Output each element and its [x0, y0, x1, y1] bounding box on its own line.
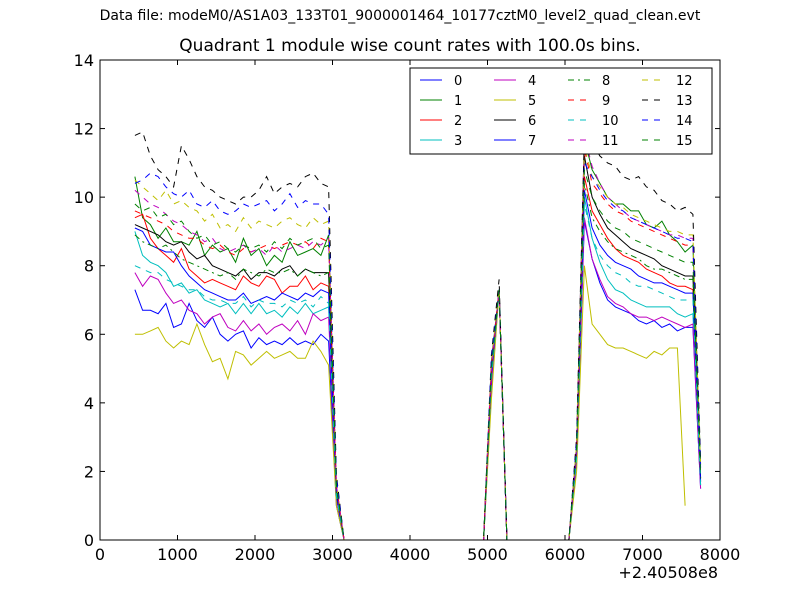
series-line-11: [134, 135, 702, 541]
series-line-9: [134, 148, 702, 541]
y-tick-label: 8: [84, 257, 94, 276]
x-tick-label: 5000: [467, 545, 508, 564]
legend-label-3: 3: [454, 134, 462, 149]
x-tick-label: 3000: [312, 545, 353, 564]
series-line-13: [134, 131, 702, 541]
legend-label-11: 11: [602, 134, 619, 149]
x-offset-label: +2.40508e8: [618, 563, 718, 582]
y-tick-label: 4: [84, 394, 94, 413]
legend-label-14: 14: [676, 114, 693, 129]
legend-label-6: 6: [528, 114, 536, 129]
x-tick-label: 0: [95, 545, 105, 564]
series-line-4: [134, 217, 702, 541]
y-tick-label: 0: [84, 531, 94, 550]
legend-label-5: 5: [528, 94, 536, 109]
axis-ticks: 0 1000 2000 3000 4000 5000 6000 7000 80000246810…: [74, 51, 741, 564]
y-tick-label: 14: [74, 51, 94, 70]
x-tick-label: 8000: [700, 545, 741, 564]
legend-label-0: 0: [454, 74, 462, 89]
x-tick-label: 7000: [622, 545, 663, 564]
series-line-7: [134, 190, 702, 541]
series-line-5: [134, 265, 686, 541]
series-line-14: [134, 161, 702, 541]
y-tick-label: 10: [74, 188, 94, 207]
legend-label-1: 1: [454, 94, 462, 109]
legend-label-9: 9: [602, 94, 610, 109]
legend-label-10: 10: [602, 114, 619, 129]
y-tick-label: 12: [74, 120, 94, 139]
figure-suptitle: Data file: modeM0/AS1A03_133T01_90000014…: [99, 8, 701, 24]
x-tick-label: 4000: [390, 545, 431, 564]
legend-label-8: 8: [602, 74, 610, 89]
series-line-15: [134, 169, 702, 541]
x-tick-label: 1000: [157, 545, 198, 564]
legend-label-7: 7: [528, 134, 536, 149]
x-tick-label: 6000: [545, 545, 586, 564]
legend-label-15: 15: [676, 134, 693, 149]
legend-label-12: 12: [676, 74, 693, 89]
y-tick-label: 6: [84, 325, 94, 344]
legend-box: [409, 67, 713, 155]
legend-label-13: 13: [676, 94, 693, 109]
series-layer: [134, 131, 702, 541]
chart-title: Quadrant 1 module wise count rates with …: [179, 36, 641, 56]
x-tick-label: 2000: [235, 545, 276, 564]
series-line-8: [134, 183, 702, 541]
series-line-1: [134, 138, 702, 541]
legend-label-4: 4: [528, 74, 536, 89]
legend-label-2: 2: [454, 114, 462, 129]
y-tick-label: 2: [84, 462, 94, 481]
series-line-10: [134, 203, 702, 541]
